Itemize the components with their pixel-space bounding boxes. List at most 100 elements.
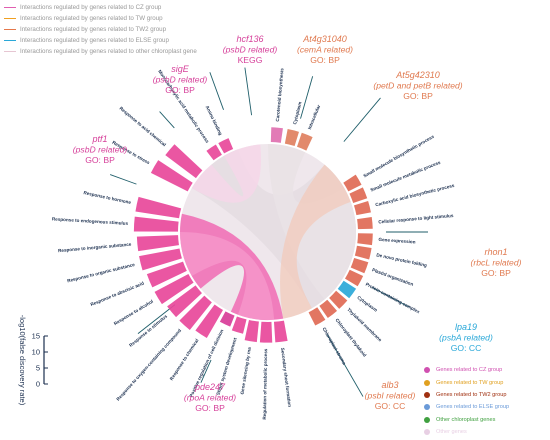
term-bar bbox=[259, 321, 273, 343]
gene-name: pde247 bbox=[194, 382, 226, 392]
term-label: Response to inorganic substance bbox=[58, 242, 132, 254]
gene-name: alb3 bbox=[381, 380, 398, 390]
legend-group-item: Genes related to CZ group bbox=[424, 364, 509, 376]
term-bar bbox=[337, 280, 357, 299]
gene-name: ptf1 bbox=[91, 134, 107, 144]
gene-label-sige: sigE(psbD related)GO: BP bbox=[153, 64, 208, 95]
gene-annotation: (rbcL related) bbox=[471, 258, 522, 268]
gene-spoke bbox=[244, 67, 253, 116]
chord-link bbox=[191, 144, 262, 203]
gene-name: rhon1 bbox=[484, 247, 507, 257]
gene-annotation: GO: BP bbox=[481, 268, 511, 278]
term-bar bbox=[218, 138, 234, 154]
gene-annotation: GO: CC bbox=[375, 401, 406, 411]
chord-link bbox=[280, 164, 351, 319]
legend-group-item: Genes related to TW2 group bbox=[424, 389, 509, 401]
term-label: Response to stimulus bbox=[128, 313, 168, 348]
legend-top-label: Interactions regulated by genes related … bbox=[20, 15, 163, 22]
term-bar bbox=[350, 258, 369, 274]
term-bar bbox=[344, 269, 364, 287]
term-label: Gene expression bbox=[378, 237, 415, 245]
term-bar bbox=[273, 320, 288, 343]
term-bar bbox=[357, 217, 373, 230]
term-bar bbox=[195, 304, 223, 339]
term-bar bbox=[150, 160, 193, 192]
term-bar bbox=[165, 144, 203, 179]
legend-top-item: Interactions regulated by genes related … bbox=[4, 35, 197, 46]
term-bar bbox=[133, 216, 179, 232]
gene-label-ptf1: ptf1(psbD related)GO: BP bbox=[73, 134, 128, 165]
gene-group-legend: Genes related to CZ group Genes related t… bbox=[424, 364, 509, 438]
term-bar bbox=[319, 299, 338, 319]
term-bar bbox=[308, 307, 326, 326]
legend-top-item: Interactions regulated by genes related … bbox=[4, 24, 197, 35]
term-label: Small molecule biosynthetic process bbox=[363, 134, 436, 179]
gene-annotation: GO: BP bbox=[310, 55, 340, 65]
gene-name: lpa19 bbox=[455, 322, 477, 332]
gene-spoke bbox=[109, 174, 137, 185]
legend-group-label: Genes related to TW2 group bbox=[436, 391, 507, 398]
gene-spoke bbox=[300, 76, 314, 119]
term-bar bbox=[353, 201, 371, 216]
gene-labels: hcf136(psbD related)KEGG At4g31040(cemA r… bbox=[73, 34, 522, 413]
term-segments bbox=[133, 127, 373, 343]
legend-top-label: Interactions regulated by genes related … bbox=[20, 26, 167, 33]
scale-tick-label: 5 bbox=[36, 364, 40, 373]
term-label: Response to abscisic acid bbox=[90, 281, 145, 308]
gene-annotation: GO: CC bbox=[451, 343, 482, 353]
legend-line-swatch bbox=[4, 51, 16, 52]
legend-top-item: Interactions regulated by genes related … bbox=[4, 2, 197, 13]
term-bar bbox=[146, 261, 187, 288]
legend-group-label: Genes related to TW group bbox=[436, 379, 504, 386]
term-label: Amino binding bbox=[205, 105, 224, 136]
legend-group-label: Other genes bbox=[436, 429, 467, 436]
gene-annotation: (psbD related) bbox=[153, 75, 208, 85]
legend-line-swatch bbox=[4, 18, 16, 19]
term-label: Response to alcohol bbox=[113, 299, 154, 326]
gene-name: sigE bbox=[171, 64, 190, 74]
term-bar bbox=[329, 290, 348, 309]
legend-line-swatch bbox=[4, 29, 16, 30]
term-label: Plastid organization bbox=[371, 267, 414, 287]
term-bar bbox=[343, 174, 362, 192]
term-label: Response to endogenous stimulus bbox=[52, 216, 129, 226]
legend-group-label: Genes related to CZ group bbox=[436, 367, 503, 374]
term-bar bbox=[135, 196, 182, 219]
term-label: Cellular response to light stimulus bbox=[378, 213, 454, 225]
gene-name: At4g31040 bbox=[302, 34, 347, 44]
term-bar bbox=[231, 316, 247, 334]
scale-tick-label: 0 bbox=[36, 380, 40, 389]
gene-annotation: (cemA related) bbox=[297, 45, 353, 55]
term-label: Cytoplasm bbox=[356, 295, 378, 313]
legend-top-label: Interactions regulated by genes related … bbox=[20, 48, 197, 55]
scale-tick-label: 15 bbox=[32, 332, 40, 341]
term-label: Chloroplast stroma bbox=[321, 327, 347, 366]
legend-dot-swatch bbox=[424, 367, 430, 374]
term-bar bbox=[244, 319, 259, 343]
gene-label-at4g31040: At4g31040(cemA related)GO: BP bbox=[297, 34, 353, 65]
gene-label-alb3: alb3(psbI related)GO: CC bbox=[365, 380, 416, 411]
term-bar bbox=[357, 233, 373, 246]
gene-name: hcf136 bbox=[236, 34, 263, 44]
legend-top-label: Interactions regulated by genes related … bbox=[20, 4, 162, 11]
gene-annotation: GO: BP bbox=[403, 91, 433, 101]
gene-label-rhon1: rhon1(rbcL related)GO: BP bbox=[471, 247, 522, 278]
term-bar bbox=[354, 245, 372, 260]
term-bar bbox=[206, 144, 222, 161]
term-label: Cytoplasm bbox=[292, 101, 303, 125]
gene-annotation: (rpoA related) bbox=[184, 393, 236, 403]
legend-dot-swatch bbox=[424, 391, 430, 398]
legend-top-item: Interactions regulated by genes related … bbox=[4, 46, 197, 57]
gene-name: At5g42310 bbox=[395, 70, 440, 80]
gene-annotation: GO: BP bbox=[165, 85, 195, 95]
gene-label-pde247: pde247(rpoA related)GO: BP bbox=[184, 382, 236, 413]
gene-annotation: (psbD related) bbox=[73, 145, 128, 155]
term-bar bbox=[284, 129, 299, 147]
legend-line-swatch bbox=[4, 40, 16, 41]
term-bar bbox=[349, 187, 368, 203]
scale-title: -log10(false discovery rate) bbox=[18, 315, 27, 406]
legend-group-item: Genes related to TW group bbox=[424, 376, 509, 388]
gene-spoke bbox=[371, 287, 410, 308]
gene-label-hcf136: hcf136(psbD related)KEGG bbox=[223, 34, 278, 65]
